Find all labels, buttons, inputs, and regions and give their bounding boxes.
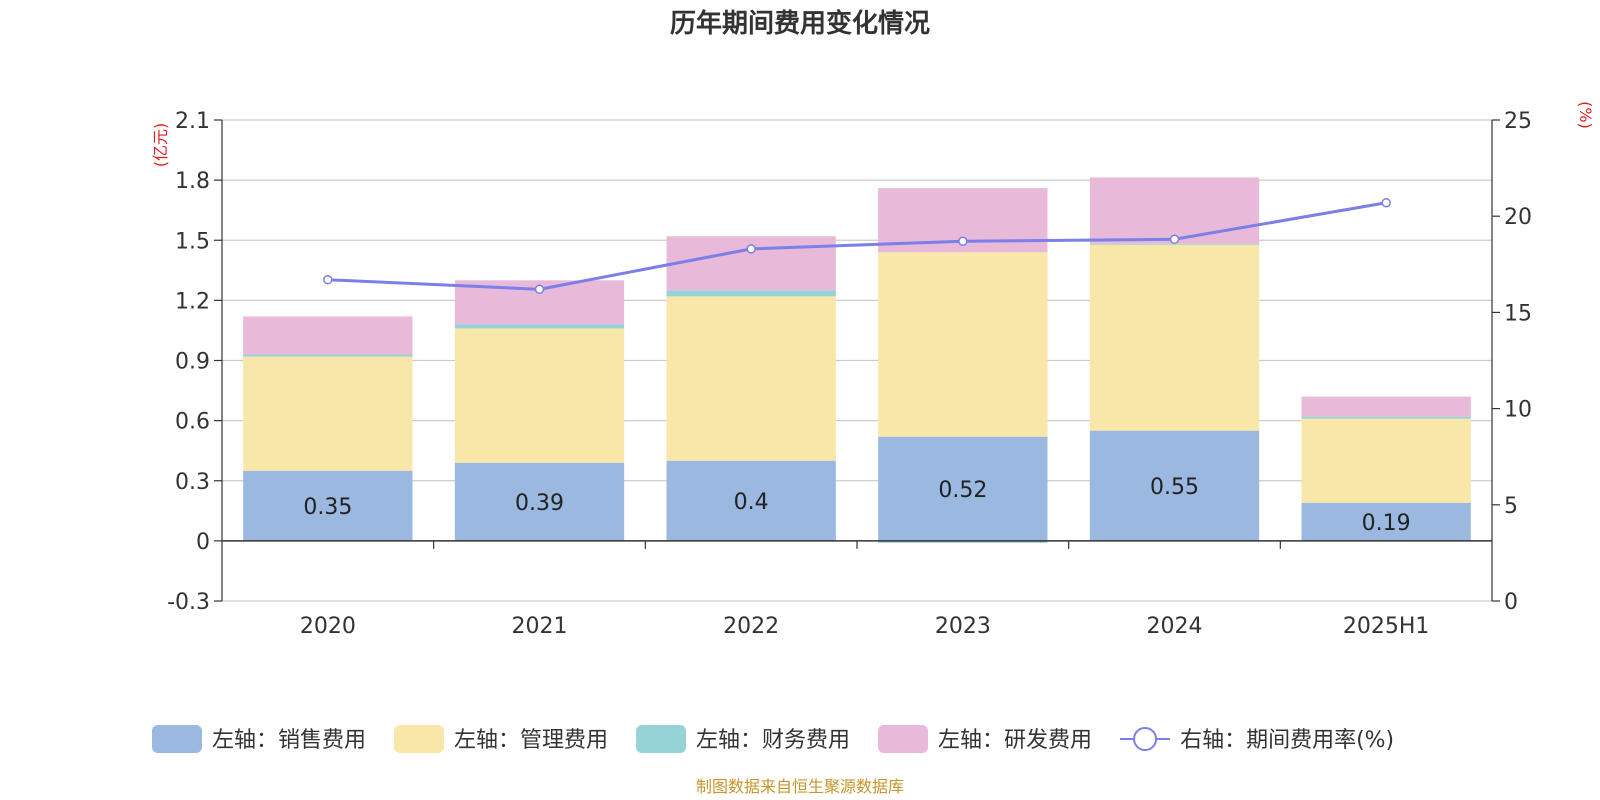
category-label: 2021 <box>512 614 568 639</box>
left-tick-label: 0.3 <box>175 470 210 495</box>
category-label: 2023 <box>935 614 991 639</box>
right-tick-label: 15 <box>1504 301 1532 326</box>
bars <box>243 177 1471 543</box>
legend: 左轴：销售费用 左轴：管理费用 左轴：财务费用 左轴：研发费用 右轴：期间费用率(%) <box>152 725 1394 753</box>
legend-swatch <box>636 725 687 753</box>
chart-title: 历年期间费用变化情况 <box>670 8 930 39</box>
bar-segment <box>454 324 625 329</box>
legend-label: 左轴：财务费用 <box>696 728 850 753</box>
expense-rate-point <box>1169 234 1180 245</box>
bar-data-label: 0.39 <box>515 491 564 516</box>
bar-data-label: 0.19 <box>1362 511 1411 536</box>
right-axis-unit: (%) <box>1576 101 1595 129</box>
bar-segment <box>1301 396 1471 417</box>
bar-data-label: 0.4 <box>734 490 769 515</box>
bar-segment <box>666 296 836 461</box>
bar-segment <box>243 316 413 355</box>
bar-segment <box>1301 502 1471 541</box>
expense-rate-point <box>534 284 545 295</box>
legend-circle-swatch <box>1133 727 1158 751</box>
left-tick-label: 1.5 <box>175 229 210 254</box>
right-tick-label: 5 <box>1504 494 1518 519</box>
legend-label: 左轴：管理费用 <box>454 728 608 753</box>
bar-segment <box>666 460 836 541</box>
category-label: 2024 <box>1147 614 1203 639</box>
bar-segment <box>1089 430 1260 541</box>
bar-data-label: 0.55 <box>1150 475 1199 500</box>
bar-segment <box>878 252 1048 437</box>
category-label: 2020 <box>300 614 356 639</box>
grid-lines <box>222 119 1492 602</box>
legend-label: 左轴：研发费用 <box>938 728 1092 753</box>
left-tick-label: 1.8 <box>175 169 210 194</box>
left-tick-label: 1.2 <box>175 289 210 314</box>
right-tick-label: 20 <box>1504 205 1532 230</box>
right-tick-label: 25 <box>1504 109 1532 134</box>
left-tick-label: 0.9 <box>175 350 210 375</box>
expense-rate-point <box>1381 197 1391 208</box>
bar-segment <box>666 290 836 297</box>
expense-rate-polyline <box>327 201 1387 291</box>
bar-segment <box>1301 418 1471 503</box>
bar-segment <box>243 354 413 357</box>
expense-rate-point <box>746 244 756 254</box>
category-label: 2022 <box>723 614 779 639</box>
bar-segment <box>243 356 413 471</box>
bar-segment <box>1089 243 1260 245</box>
axes: 2.1 1.8 1.5 1.2 0.9 0.6 0.3 0 -0.3 25 20 15 10 5 0 2020… <box>167 109 1532 639</box>
left-tick-label: -0.3 <box>167 590 210 615</box>
bar-segment <box>243 470 413 541</box>
category-label: 2025H1 <box>1343 614 1430 639</box>
legend-label: 左轴：销售费用 <box>212 728 366 753</box>
legend-label: 右轴：期间费用率(%) <box>1180 728 1394 753</box>
left-tick-label: 0.6 <box>175 410 210 435</box>
legend-swatch <box>152 725 202 753</box>
right-tick-label: 0 <box>1504 590 1518 615</box>
bar-segment <box>878 540 1048 543</box>
bar-segment <box>454 462 625 541</box>
bar-segment <box>1089 177 1260 244</box>
bar-data-label: 0.35 <box>303 495 352 520</box>
legend-swatch <box>878 725 929 753</box>
bar-segment <box>878 436 1048 541</box>
legend-swatch <box>394 725 445 753</box>
right-tick-label: 10 <box>1504 398 1532 423</box>
bar-segment <box>454 328 625 463</box>
expense-rate-point <box>958 236 968 246</box>
bar-data-label: 0.52 <box>938 478 987 503</box>
data-labels: 0.35 0.39 0.4 0.52 0.55 0.19 <box>303 475 1410 536</box>
source-note: 制图数据来自恒生聚源数据库 <box>696 777 904 796</box>
left-axis-unit: (亿元) <box>151 123 170 168</box>
left-tick-label: 2.1 <box>175 109 210 134</box>
bar-segment <box>1301 416 1471 419</box>
expense-rate-point <box>323 274 333 285</box>
expense-rate-line <box>323 197 1391 295</box>
bar-segment <box>1089 244 1260 431</box>
left-tick-label: 0 <box>196 530 210 555</box>
